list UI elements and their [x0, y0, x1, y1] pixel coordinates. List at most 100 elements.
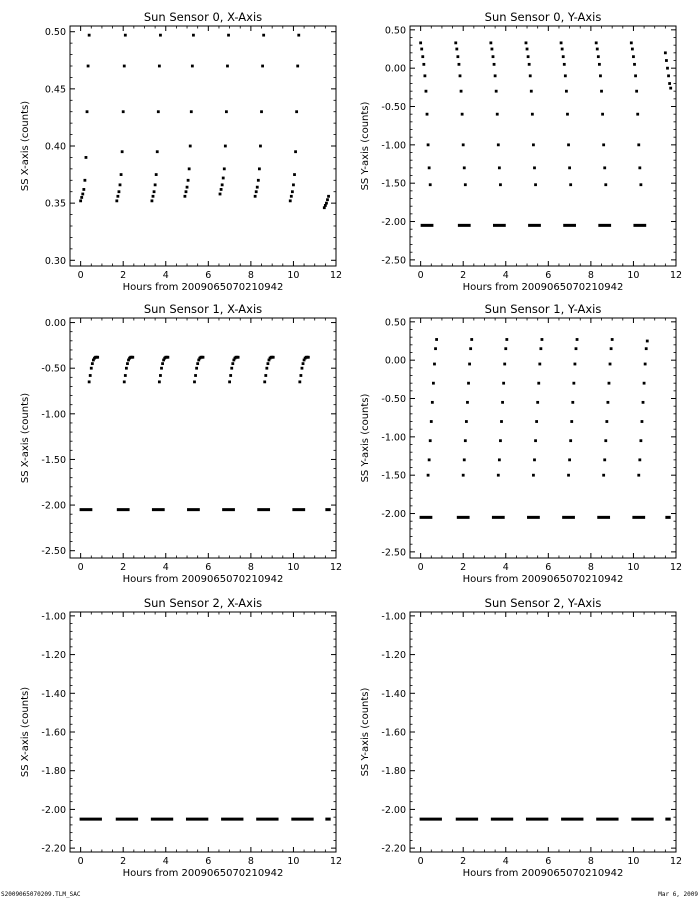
chart-panel-2: Sun Sensor 1, X-Axis 0 2 4 6 8 10 12 -2.50 -2.00 -…: [20, 302, 342, 585]
y-tick-label: -1.00: [41, 409, 66, 420]
chart-title: Sun Sensor 2, X-Axis: [144, 596, 262, 610]
y-tick-label: 0.00: [45, 318, 66, 329]
data-point: [630, 47, 634, 51]
data-point: [634, 74, 637, 78]
data-point: [261, 64, 264, 68]
data-point: [156, 110, 160, 114]
data-point: [153, 183, 157, 187]
plot-frame: [69, 317, 337, 559]
y-tick-label: -2.00: [41, 501, 66, 512]
x-tick-label: 10: [627, 856, 639, 867]
x-tick-label: 4: [163, 270, 169, 281]
y-tick-label: -1.00: [381, 432, 406, 443]
data-point: [120, 150, 124, 154]
data-point: [188, 144, 192, 148]
data-point: [255, 185, 259, 189]
data-point: [162, 358, 166, 362]
x-tick-label: 8: [248, 562, 254, 573]
data-point: [85, 110, 89, 114]
data-point: [425, 112, 429, 116]
data-point: [502, 381, 506, 385]
data-point: [115, 199, 119, 203]
y-tick-label: -1.20: [41, 650, 66, 661]
data-point: [491, 55, 495, 59]
y-tick-label: -1.40: [381, 689, 406, 700]
data-point: [193, 380, 196, 384]
x-tick-label: 4: [163, 562, 169, 573]
data-point: [428, 439, 432, 443]
data-point: [603, 166, 607, 170]
data-point: [527, 62, 531, 66]
data-point: [462, 458, 466, 462]
data-point: [504, 347, 508, 351]
data-point: [292, 183, 295, 187]
data-point: [575, 338, 579, 341]
data-point: [525, 47, 529, 51]
data-point: [427, 166, 431, 170]
data-point: [532, 143, 535, 147]
data-point: [499, 183, 502, 187]
data-point: [221, 176, 225, 180]
data-point: [644, 347, 648, 351]
data-point: [467, 381, 470, 385]
data-point: [493, 74, 497, 78]
data-point: [666, 66, 669, 70]
chart-title: Sun Sensor 0, X-Axis: [144, 10, 262, 24]
data-point: [220, 183, 224, 187]
data-point: [463, 183, 467, 187]
data-point: [256, 178, 260, 182]
data-point: [159, 374, 162, 377]
data-point: [183, 194, 187, 198]
data-point: [435, 338, 438, 341]
data-point: [490, 47, 494, 51]
data-point: [423, 74, 427, 78]
y-tick-label: -1.00: [381, 140, 406, 151]
data-point: [492, 62, 496, 66]
data-point: [539, 347, 543, 351]
data-point: [668, 82, 672, 85]
data-point: [530, 112, 534, 116]
data-point: [189, 110, 193, 114]
y-axis-label: SS Y-axis (counts): [360, 101, 371, 190]
data-point: [428, 183, 432, 187]
data-point: [600, 89, 603, 93]
footer-date: Mar 6, 2009: [658, 891, 698, 898]
data-point: [637, 143, 641, 147]
data-point: [155, 150, 159, 154]
x-tick-label: 8: [588, 856, 594, 867]
data-point: [228, 380, 231, 384]
data-point: [295, 110, 299, 114]
data-point: [124, 366, 128, 370]
data-point: [604, 439, 608, 443]
data-point: [161, 362, 164, 366]
y-tick-label: 0.50: [385, 25, 406, 36]
y-tick-label: -2.50: [381, 255, 406, 266]
data-point: [667, 74, 670, 78]
data-point: [645, 339, 649, 343]
x-tick-label: 2: [120, 562, 126, 573]
data-point: [602, 473, 606, 477]
data-point: [196, 362, 200, 366]
data-point: [297, 33, 301, 37]
data-point: [84, 156, 88, 159]
x-tick-label: 2: [120, 856, 126, 867]
data-point: [288, 199, 292, 203]
y-tick-label: -2.00: [41, 805, 66, 816]
data-point: [262, 33, 266, 37]
data-point: [501, 400, 504, 404]
x-tick-label: 6: [545, 270, 551, 281]
plot-frame: [69, 25, 337, 267]
data-point: [528, 74, 532, 78]
data-point: [266, 362, 270, 366]
data-point: [560, 47, 564, 51]
data-point: [567, 473, 570, 477]
chart-title: Sun Sensor 0, Y-Axis: [485, 10, 602, 24]
data-point: [470, 338, 474, 341]
data-point: [599, 74, 602, 78]
data-point: [294, 150, 297, 154]
data-point: [568, 458, 571, 462]
data-point: [533, 458, 536, 462]
data-point: [573, 362, 577, 366]
data-point: [227, 33, 230, 37]
data-point: [640, 420, 644, 423]
